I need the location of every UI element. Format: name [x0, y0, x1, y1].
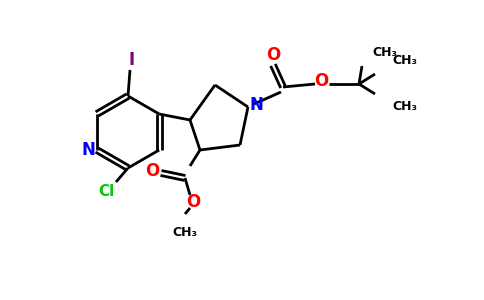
- Text: CH₃: CH₃: [372, 46, 397, 59]
- Text: N: N: [249, 96, 263, 114]
- Text: O: O: [186, 193, 200, 211]
- Text: CH₃: CH₃: [392, 55, 417, 68]
- Text: Cl: Cl: [98, 184, 114, 200]
- Text: CH₃: CH₃: [172, 226, 197, 238]
- Text: O: O: [314, 72, 328, 90]
- Text: N: N: [82, 141, 96, 159]
- Text: CH₃: CH₃: [392, 100, 417, 112]
- Text: O: O: [145, 162, 159, 180]
- Text: O: O: [266, 46, 280, 64]
- Text: I: I: [129, 51, 135, 69]
